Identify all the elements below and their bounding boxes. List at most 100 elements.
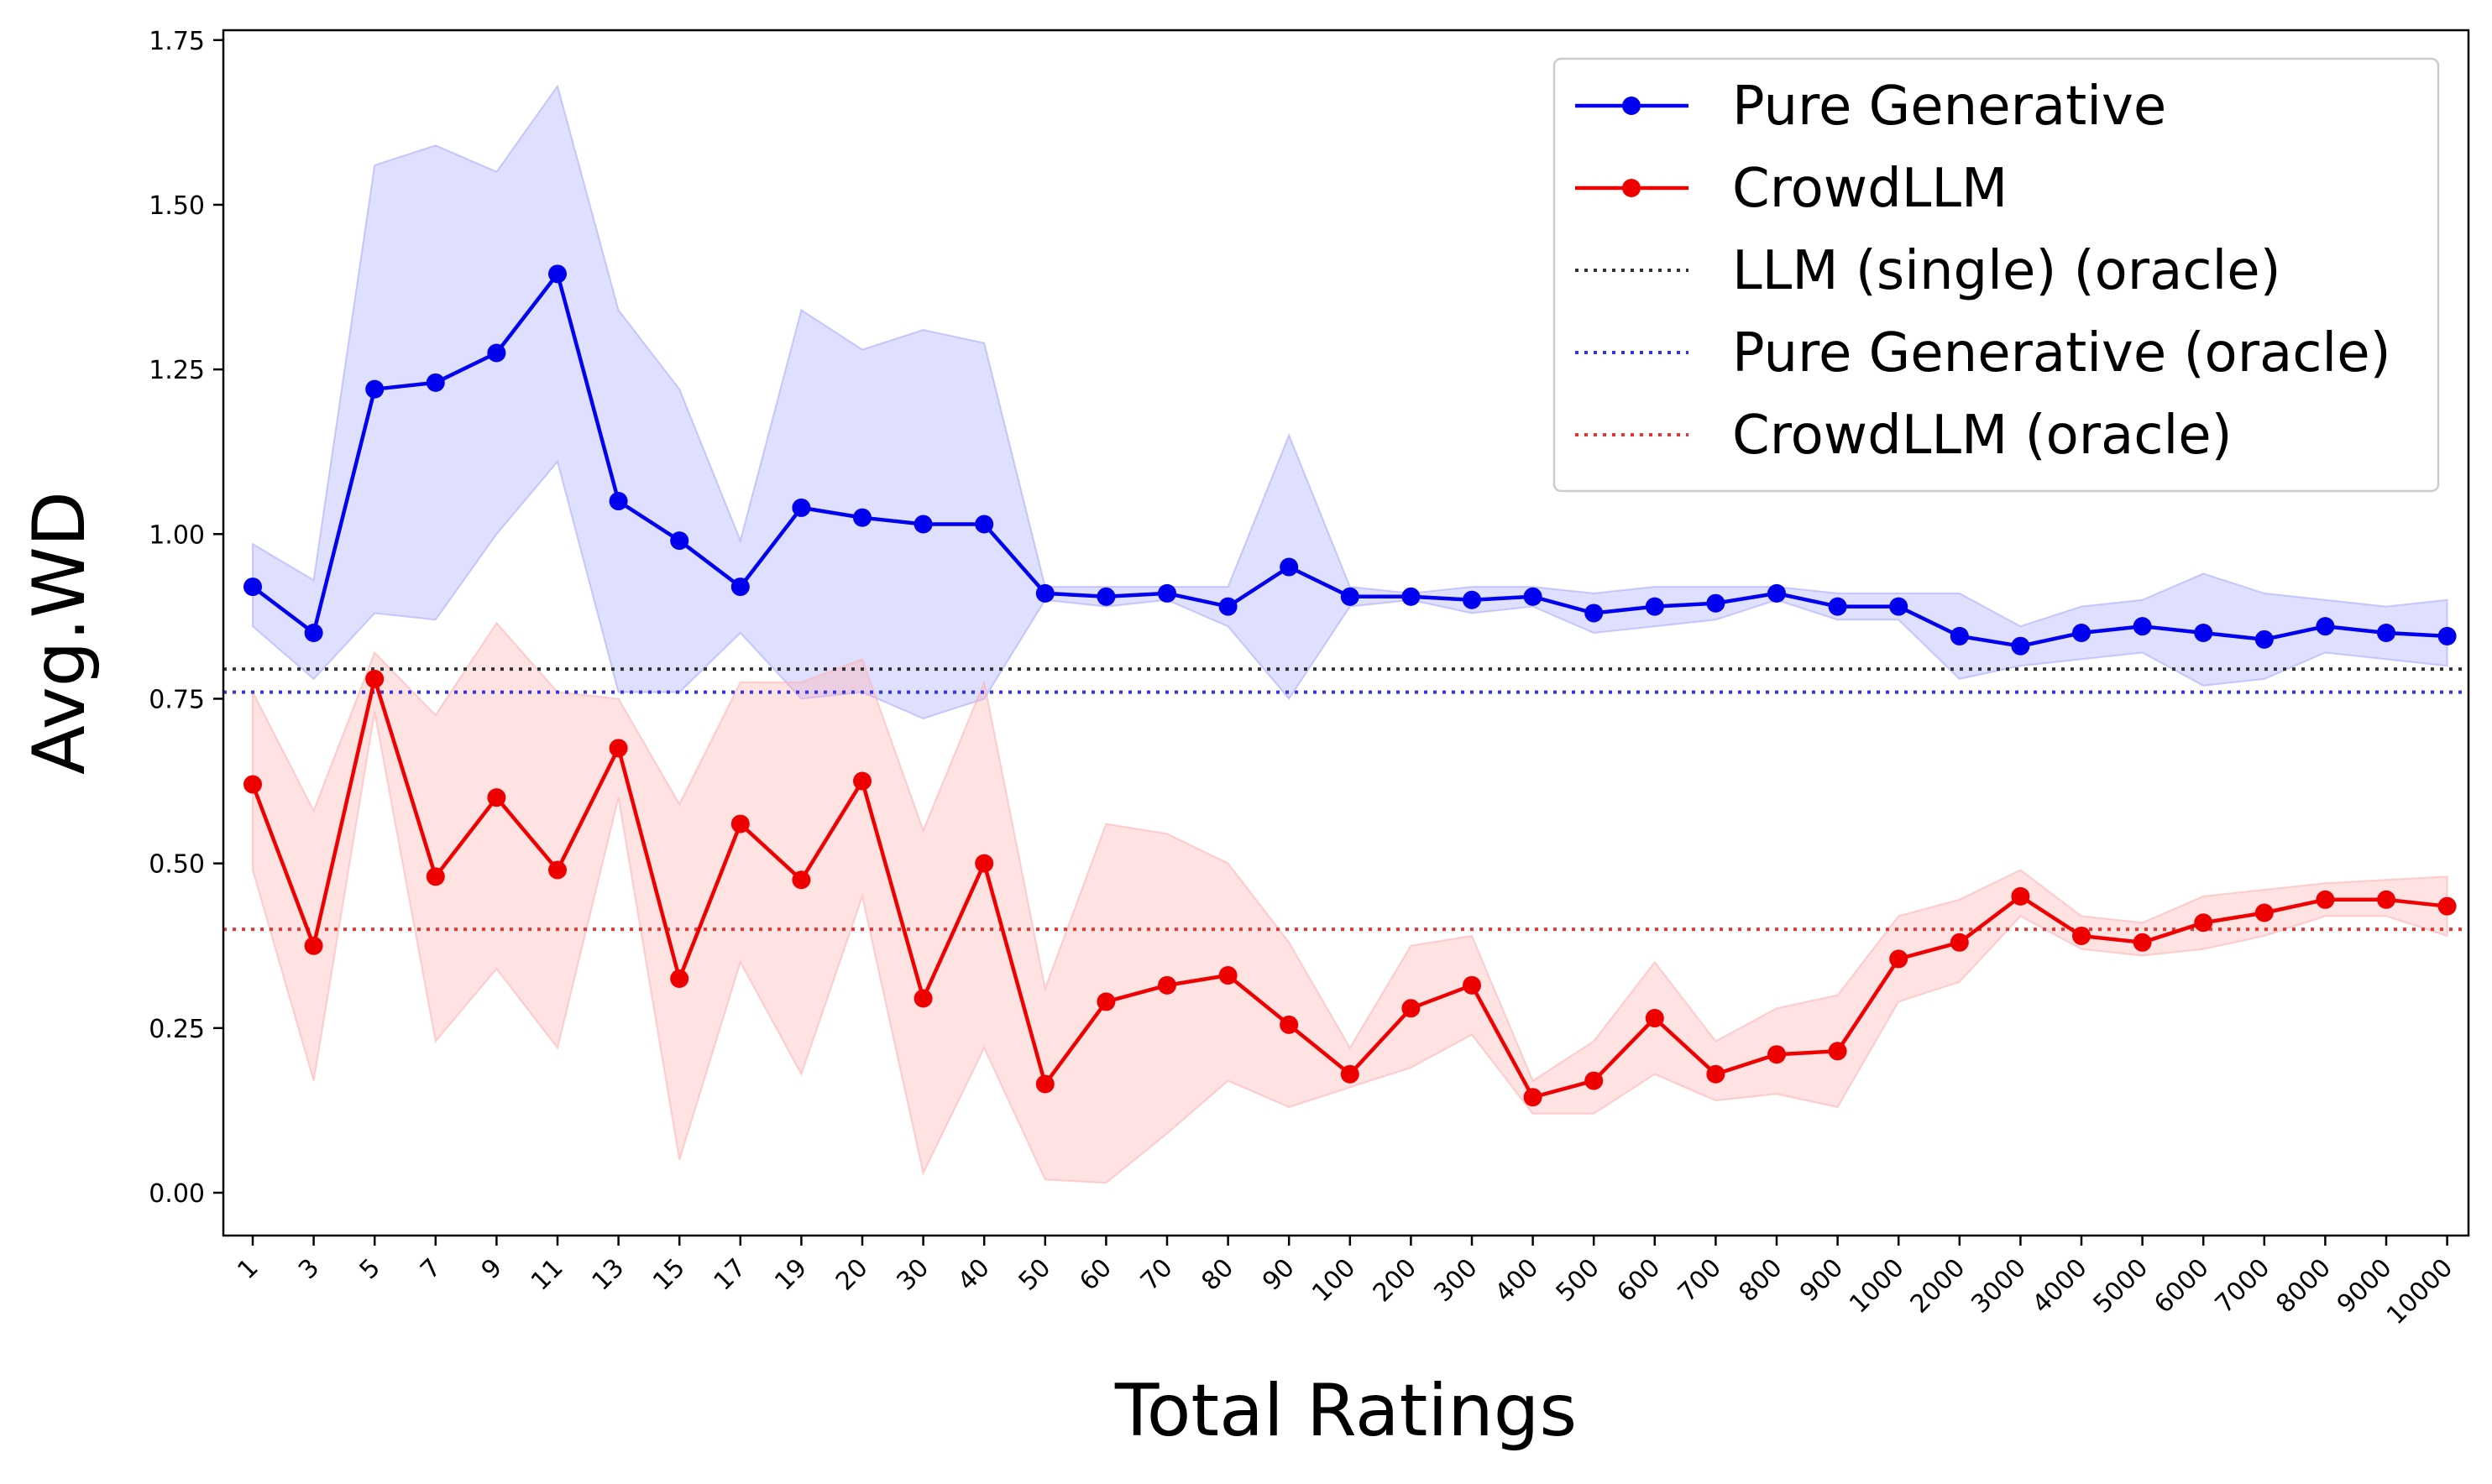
- point-pure-generative: [2194, 624, 2213, 642]
- point-crowdllm: [730, 814, 750, 833]
- point-pure-generative: [1158, 583, 1176, 603]
- point-pure-generative: [609, 492, 628, 511]
- point-crowdllm: [304, 936, 323, 955]
- y-tick-label: 1.75: [149, 27, 205, 56]
- point-pure-generative: [548, 264, 567, 284]
- point-crowdllm: [1340, 1064, 1359, 1084]
- point-crowdllm: [1523, 1088, 1542, 1107]
- y-tick-label: 0.25: [149, 1015, 205, 1044]
- point-crowdllm: [853, 771, 872, 791]
- point-crowdllm: [2437, 896, 2457, 916]
- series-markers: [243, 264, 2457, 1107]
- point-crowdllm: [670, 969, 689, 988]
- point-pure-generative: [1645, 597, 1664, 616]
- point-crowdllm: [1097, 992, 1116, 1011]
- point-pure-generative: [1401, 587, 1421, 606]
- legend-label-pure-generative-oracle: Pure Generative (oracle): [1732, 322, 2391, 384]
- y-axis: 0.00 0.25 0.50 0.75 1.00 1.25 1.50 1.75: [149, 27, 223, 1209]
- legend: Pure Generative CrowdLLM LLM (single) (ora…: [1552, 57, 2440, 493]
- point-pure-generative: [2011, 636, 2030, 656]
- band-pure-generative: [252, 84, 2448, 720]
- point-crowdllm: [2194, 913, 2213, 933]
- point-crowdllm: [1401, 999, 1421, 1018]
- legend-label-pure-generative: Pure Generative: [1732, 76, 2166, 138]
- point-pure-generative: [1889, 597, 1908, 616]
- legend-label-crowdllm-oracle: CrowdLLM (oracle): [1732, 405, 2233, 467]
- legend-marker-pure-generative: [1622, 97, 1641, 115]
- point-pure-generative: [2316, 617, 2335, 636]
- point-crowdllm: [975, 854, 994, 873]
- point-crowdllm: [1645, 1009, 1664, 1028]
- point-pure-generative: [487, 343, 506, 363]
- point-pure-generative: [730, 577, 750, 597]
- point-crowdllm: [1767, 1045, 1786, 1064]
- band-crowdllm: [252, 621, 2448, 1184]
- legend-marker-crowdllm: [1622, 179, 1641, 197]
- point-crowdllm: [1706, 1064, 1725, 1084]
- point-pure-generative: [670, 531, 689, 551]
- point-crowdllm: [2377, 890, 2395, 909]
- point-pure-generative: [243, 577, 262, 597]
- plot-frame: [222, 29, 2470, 1237]
- point-pure-generative: [2437, 626, 2457, 645]
- point-pure-generative: [2254, 630, 2274, 649]
- point-crowdllm: [487, 788, 506, 807]
- point-crowdllm: [2254, 903, 2274, 922]
- point-pure-generative: [2377, 624, 2395, 642]
- y-axis-title: Avg.WD: [18, 491, 102, 775]
- y-tick-label: 1.50: [149, 191, 205, 221]
- point-pure-generative: [1280, 557, 1299, 577]
- point-crowdllm: [548, 860, 567, 880]
- point-crowdllm: [243, 775, 262, 794]
- point-pure-generative: [1340, 587, 1359, 606]
- point-crowdllm: [2072, 926, 2091, 945]
- point-crowdllm: [2316, 890, 2335, 909]
- point-crowdllm: [1584, 1071, 1604, 1090]
- point-pure-generative: [2133, 617, 2152, 636]
- y-tick-label: 1.00: [149, 520, 205, 550]
- point-pure-generative: [1097, 587, 1116, 606]
- legend-label-llm-single-oracle: LLM (single) (oracle): [1732, 240, 2281, 302]
- point-crowdllm: [1889, 949, 1908, 969]
- point-pure-generative: [2072, 624, 2091, 642]
- x-axis-title: Total Ratings: [1114, 1369, 1577, 1453]
- point-crowdllm: [1280, 1015, 1299, 1034]
- point-pure-generative: [1828, 597, 1847, 616]
- point-pure-generative: [1523, 587, 1542, 606]
- point-pure-generative: [792, 498, 811, 517]
- point-pure-generative: [1706, 593, 1725, 613]
- point-pure-generative: [1584, 604, 1604, 623]
- y-tick-label: 0.50: [149, 850, 205, 880]
- point-pure-generative: [1463, 590, 1481, 609]
- point-pure-generative: [853, 508, 872, 527]
- point-pure-generative: [304, 624, 323, 642]
- y-tick-label: 0.00: [149, 1179, 205, 1209]
- point-crowdllm: [1463, 975, 1481, 995]
- point-crowdllm: [365, 669, 385, 688]
- point-crowdllm: [2011, 886, 2030, 906]
- point-crowdllm: [1950, 933, 1969, 952]
- point-pure-generative: [914, 515, 933, 534]
- point-pure-generative: [365, 379, 385, 399]
- point-crowdllm: [609, 739, 628, 758]
- point-pure-generative: [1950, 626, 1969, 645]
- point-pure-generative: [1767, 583, 1786, 603]
- y-tick-label: 1.25: [149, 356, 205, 385]
- legend-box: [1552, 57, 2440, 493]
- point-crowdllm: [426, 867, 445, 886]
- point-crowdllm: [1035, 1074, 1055, 1094]
- point-crowdllm: [1828, 1042, 1847, 1061]
- point-pure-generative: [426, 373, 445, 392]
- point-pure-generative: [1218, 597, 1238, 616]
- point-crowdllm: [2133, 933, 2152, 952]
- point-pure-generative: [1035, 583, 1055, 603]
- point-crowdllm: [1218, 966, 1238, 985]
- point-crowdllm: [1158, 975, 1176, 995]
- legend-label-crowdllm: CrowdLLM: [1732, 158, 2008, 220]
- point-crowdllm: [792, 870, 811, 890]
- point-crowdllm: [914, 989, 933, 1008]
- confidence-bands: [252, 84, 2448, 1184]
- y-tick-label: 0.75: [149, 685, 205, 714]
- point-pure-generative: [975, 515, 994, 534]
